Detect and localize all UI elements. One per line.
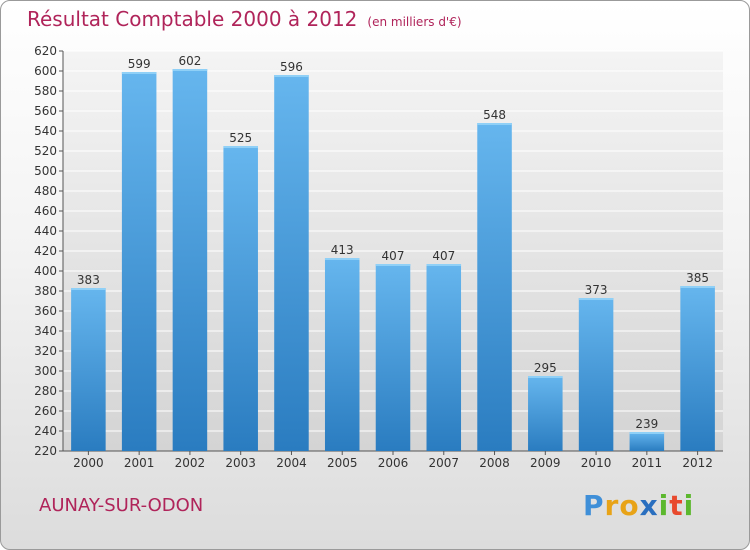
data-label: 383 <box>77 273 100 287</box>
y-tick-label: 380 <box>34 284 57 298</box>
y-tick-label: 540 <box>34 124 57 138</box>
y-tick-label: 280 <box>34 384 57 398</box>
unit-label: (en milliers d'€) <box>367 15 462 29</box>
bar-highlight <box>375 264 411 266</box>
bar <box>578 298 614 451</box>
bar-highlight <box>71 288 106 290</box>
x-tick-label: 2008 <box>479 456 510 470</box>
y-tick-label: 520 <box>34 144 57 158</box>
y-tick-label: 460 <box>34 204 57 218</box>
bar <box>71 288 106 451</box>
y-tick-label: 320 <box>34 344 57 358</box>
y-tick-label: 340 <box>34 324 57 338</box>
y-tick-label: 220 <box>34 444 57 458</box>
x-tick-label: 2006 <box>378 456 409 470</box>
bar <box>426 264 462 451</box>
data-label: 413 <box>331 243 354 257</box>
data-label: 239 <box>635 417 658 431</box>
bar-highlight <box>477 123 512 125</box>
y-tick-label: 500 <box>34 164 57 178</box>
y-tick-label: 440 <box>34 224 57 238</box>
logo-letter: i <box>683 489 695 522</box>
x-tick-label: 2001 <box>124 456 155 470</box>
data-label: 548 <box>483 108 506 122</box>
logo-letter: r <box>604 489 620 522</box>
logo-letter: i <box>658 489 670 522</box>
x-tick-label: 2004 <box>276 456 307 470</box>
y-tick-label: 300 <box>34 364 57 378</box>
y-tick-label: 600 <box>34 64 57 78</box>
bar <box>680 286 715 451</box>
bar <box>274 75 309 451</box>
data-label: 407 <box>382 249 405 263</box>
bar <box>528 376 563 451</box>
y-tick-label: 560 <box>34 104 57 118</box>
logo-letter: P <box>583 489 605 522</box>
bar <box>172 69 208 451</box>
bar-highlight <box>121 72 157 74</box>
data-label: 596 <box>280 60 303 74</box>
bar-highlight <box>578 298 614 300</box>
chart-title: Résultat Comptable 2000 à 2012 (en millie… <box>27 7 462 31</box>
y-tick-label: 420 <box>34 244 57 258</box>
bar-highlight <box>324 258 360 260</box>
town-name: AUNAY-SUR-ODON <box>39 495 204 516</box>
logo-letter: o <box>619 489 640 522</box>
bar-highlight <box>172 69 208 71</box>
data-label: 599 <box>128 57 151 71</box>
bar <box>477 123 512 451</box>
bar-highlight <box>274 75 309 77</box>
logo-letter: x <box>639 489 659 522</box>
x-tick-label: 2003 <box>225 456 256 470</box>
x-tick-label: 2000 <box>73 456 104 470</box>
logo-letter: t <box>669 489 684 522</box>
x-tick-label: 2002 <box>175 456 206 470</box>
bar-highlight <box>680 286 715 288</box>
x-tick-label: 2011 <box>632 456 663 470</box>
data-label: 525 <box>229 131 252 145</box>
bar-highlight <box>426 264 462 266</box>
y-tick-label: 580 <box>34 84 57 98</box>
bar <box>223 146 258 451</box>
data-label: 407 <box>432 249 455 263</box>
y-tick-label: 240 <box>34 424 57 438</box>
x-tick-label: 2010 <box>581 456 612 470</box>
x-tick-label: 2007 <box>428 456 459 470</box>
y-tick-label: 400 <box>34 264 57 278</box>
x-tick-label: 2005 <box>327 456 358 470</box>
y-tick-label: 260 <box>34 404 57 418</box>
data-label: 385 <box>686 271 709 285</box>
bar-highlight <box>528 376 563 378</box>
x-tick-label: 2012 <box>682 456 713 470</box>
bar <box>324 258 360 451</box>
data-label: 295 <box>534 361 557 375</box>
bar-highlight <box>629 432 665 434</box>
y-tick-label: 480 <box>34 184 57 198</box>
y-tick-label: 360 <box>34 304 57 318</box>
title-text: Résultat Comptable 2000 à 2012 <box>27 7 358 31</box>
bar-highlight <box>223 146 258 148</box>
bar <box>375 264 411 451</box>
bar <box>629 432 665 451</box>
bar <box>121 72 157 451</box>
proxiti-logo: Proxiti <box>583 489 694 522</box>
data-label: 602 <box>178 54 201 68</box>
data-label: 373 <box>585 283 608 297</box>
y-tick-label: 620 <box>34 44 57 58</box>
x-tick-label: 2009 <box>530 456 561 470</box>
